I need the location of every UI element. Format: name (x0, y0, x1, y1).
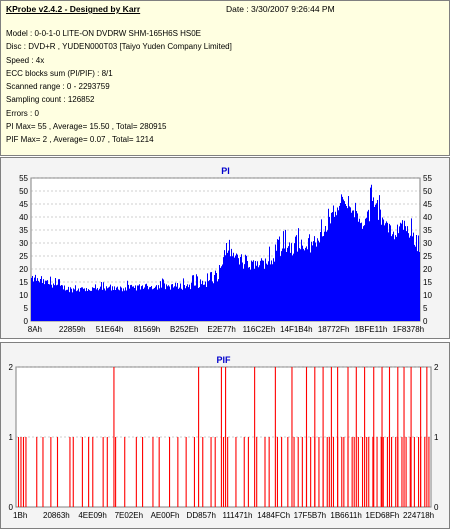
info-lines: Model : 0-0-1-0 LITE-ON DVDRW SHM-165H6S… (6, 27, 232, 147)
y-tick-label-left: 55 (19, 174, 28, 183)
y-tick-label-left: 20 (19, 265, 28, 274)
y-tick-label-right: 0 (423, 317, 428, 326)
x-tick-label: 7E02Eh (115, 511, 143, 520)
y-tick-label-right: 35 (423, 226, 432, 235)
app-title: KProbe v2.4.2 - Designed by Karr (6, 4, 141, 14)
y-tick-label-right: 50 (423, 187, 432, 196)
chart-title: PIF (216, 355, 231, 365)
pif-chart: 0 0 1 1 2 2 1Bh 20863h 4EE09h 7E02Eh AE00Fh DD857h 1… (9, 355, 439, 520)
y-tick-label-right: 15 (423, 278, 432, 287)
x-tick-label: 1B6611h (330, 511, 361, 520)
y-tick-label-left: 50 (19, 187, 28, 196)
x-tick-label: AE00Fh (151, 511, 180, 520)
x-tick-label: 22859h (59, 325, 86, 334)
x-tick-label: 1BFE11h (355, 325, 388, 334)
x-tick-label: 1F8378h (393, 325, 425, 334)
y-tick-label-left: 2 (9, 363, 14, 372)
y-tick-label-left: 35 (19, 226, 28, 235)
x-tick-label: 51E64h (96, 325, 124, 334)
y-tick-label-left: 1 (9, 433, 14, 442)
y-tick-label-left: 0 (24, 317, 29, 326)
y-tick-label-right: 40 (423, 213, 432, 222)
disc-info-panel: KProbe v2.4.2 - Designed by Karr Date : … (0, 0, 450, 156)
x-tick-label: 111471h (222, 511, 252, 520)
y-tick-label-left: 40 (19, 213, 28, 222)
info-sampling-count: Sampling count : 126852 (6, 95, 95, 105)
info-scanned-range: Scanned range : 0 - 2293759 (6, 82, 110, 92)
x-tick-label: 4EE09h (78, 511, 106, 520)
x-tick-label: 224718h (403, 511, 434, 520)
chart-title: PI (221, 166, 230, 176)
y-tick-label-right: 10 (423, 291, 432, 300)
info-errors: Errors : 0 (6, 108, 39, 118)
x-tick-label: 1484FCh (257, 511, 290, 520)
x-tick-label: 8Ah (28, 325, 42, 334)
y-tick-label-left: 5 (24, 304, 29, 313)
y-tick-label-left: 25 (19, 252, 28, 261)
x-tick-label: 1Bh (13, 511, 27, 520)
scan-date: Date : 3/30/2007 9:26:44 PM (226, 4, 335, 14)
info-pif-summary: PIF Max= 2 , Average= 0.07 , Total= 1214 (6, 135, 154, 145)
info-disc: Disc : DVD+R , YUDEN000T03 [Taiyo Yuden … (6, 42, 232, 52)
y-tick-label-right: 1 (434, 433, 439, 442)
y-tick-label-right: 2 (434, 363, 439, 372)
y-tick-label-right: 5 (423, 304, 428, 313)
y-tick-label-right: 20 (423, 265, 432, 274)
y-tick-label-right: 45 (423, 200, 432, 209)
info-ecc-blocks: ECC blocks sum (PI/PIF) : 8/1 (6, 68, 113, 78)
x-tick-label: B252Eh (170, 325, 198, 334)
pif-chart-panel: 0 0 1 1 2 2 1Bh 20863h 4EE09h 7E02Eh AE00Fh DD857h 1… (0, 342, 450, 529)
y-tick-label-left: 45 (19, 200, 28, 209)
y-tick-label-right: 0 (434, 503, 439, 512)
pif-series (17, 367, 430, 507)
x-tick-label: 18772Fh (318, 325, 350, 334)
pi-series (31, 184, 420, 321)
x-tick-label: 14F1B4h (280, 325, 312, 334)
x-tick-label: 116C2Eh (243, 325, 276, 334)
x-tick-label: 20863h (43, 511, 70, 520)
info-model: Model : 0-0-1-0 LITE-ON DVDRW SHM-165H6S… (6, 29, 202, 38)
pi-chart-panel: 0 0 5 5 10 10 15 15 20 20 25 25 30 30 35 35 40 40 45 45 50 50… (0, 157, 450, 339)
x-tick-label: E2E77h (207, 325, 235, 334)
x-tick-label: 17F5B7h (294, 511, 326, 520)
y-tick-label-left: 0 (9, 503, 14, 512)
x-tick-label: 1ED68Fh (365, 511, 399, 520)
y-tick-label-left: 15 (19, 278, 28, 287)
x-tick-label: 81569h (134, 325, 161, 334)
info-speed: Speed : 4x (6, 55, 45, 65)
y-tick-label-left: 10 (19, 291, 28, 300)
y-tick-label-left: 30 (19, 239, 28, 248)
y-tick-label-right: 25 (423, 252, 432, 261)
y-tick-label-right: 30 (423, 239, 432, 248)
x-tick-label: DD857h (187, 511, 216, 520)
y-tick-label-right: 55 (423, 174, 432, 183)
info-pi-summary: PI Max= 55 , Average= 15.50 , Total= 280… (6, 122, 167, 132)
